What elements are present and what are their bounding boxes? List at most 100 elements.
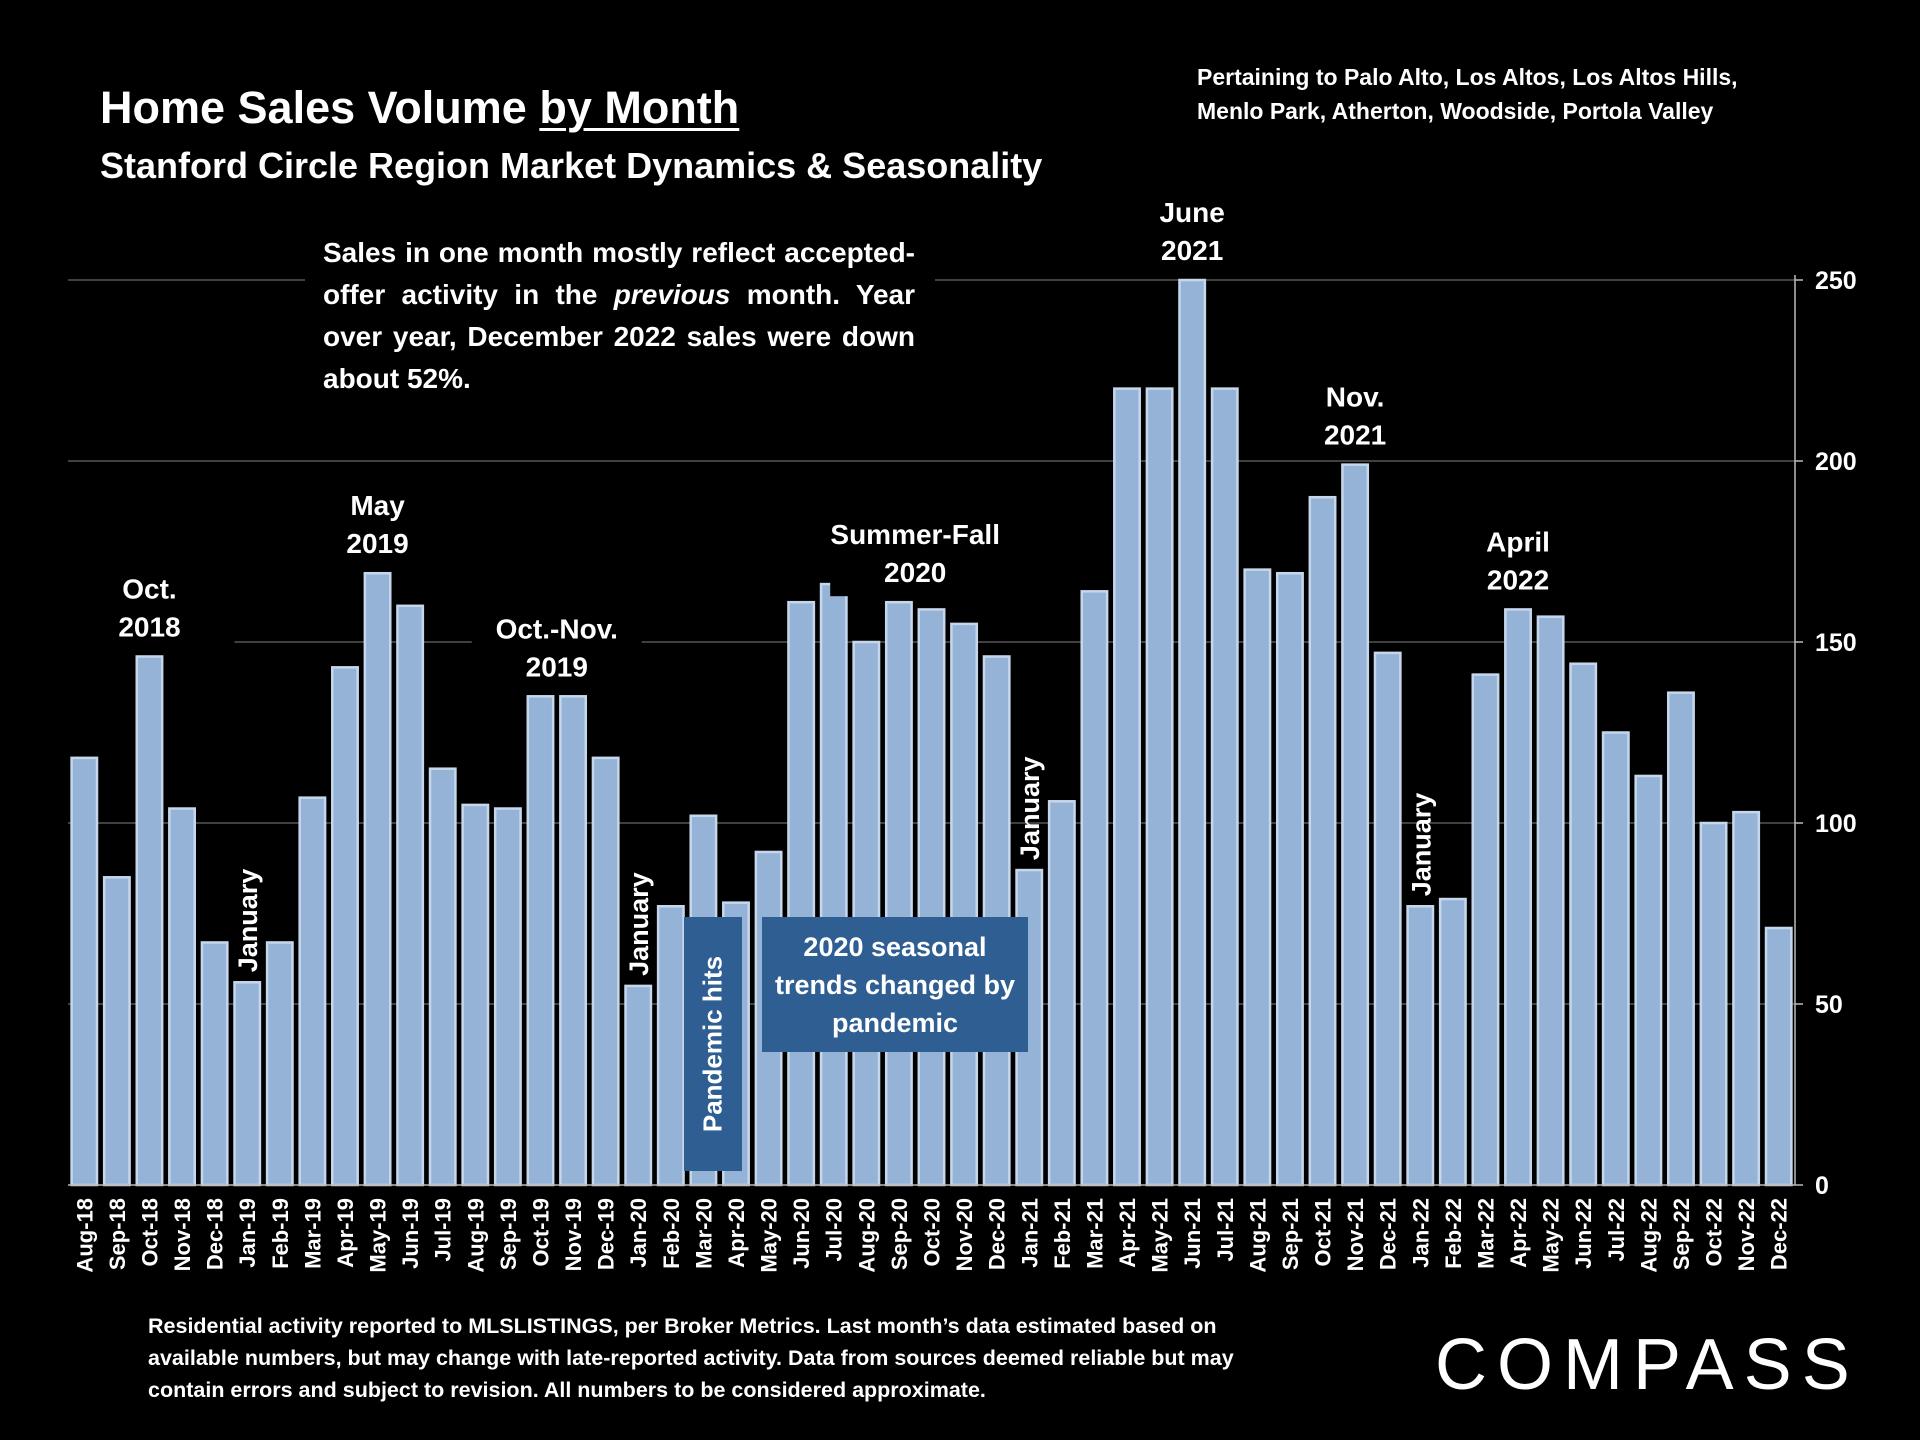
x-tick-label: Jun-22 [1571, 1198, 1596, 1269]
x-tick-label: May-20 [757, 1198, 782, 1273]
x-tick-label: Dec-22 [1767, 1198, 1792, 1270]
bar-Jul-20 [819, 582, 848, 1187]
x-tick-label: Sep-22 [1669, 1198, 1694, 1270]
bar-Oct-22 [1699, 821, 1728, 1187]
annotation-january: January [1015, 756, 1045, 860]
bar-Jun-20 [787, 600, 816, 1187]
annotation-label: 2020 [884, 557, 946, 588]
x-tick-label: Aug-21 [1245, 1198, 1270, 1273]
bar-Dec-21 [1373, 651, 1402, 1187]
annotation-backing [471, 604, 642, 691]
bar-Jan-20 [624, 984, 653, 1187]
gridlines [68, 225, 1795, 1005]
bar-Jan-19 [233, 981, 262, 1187]
x-tick-label: Mar-21 [1082, 1198, 1107, 1269]
x-tick-label: Sep-20 [887, 1198, 912, 1270]
y-tick-label: 150 [1815, 629, 1857, 657]
explanatory-note: Sales in one month mostly reflect accept… [323, 237, 915, 394]
x-tick-label: Sep-18 [105, 1198, 130, 1270]
x-tick-label: Aug-20 [854, 1198, 879, 1273]
bar-Mar-22 [1471, 673, 1500, 1187]
bar-Oct-19 [526, 695, 555, 1187]
x-tick-label: Jul-22 [1604, 1198, 1629, 1262]
bar-Sep-20 [884, 600, 913, 1187]
bar-Nov-19 [559, 695, 588, 1187]
page-subtitle: Stanford Circle Region Market Dynamics &… [100, 145, 1043, 186]
bar-Apr-22 [1504, 608, 1532, 1187]
bar-Mar-21 [1080, 590, 1109, 1187]
bar-Dec-19 [591, 756, 620, 1187]
bar-Aug-22 [1634, 774, 1663, 1187]
bar-May-19 [363, 571, 392, 1187]
x-tick-label: Nov-22 [1734, 1198, 1759, 1271]
compass-logo: COMPASS [1435, 1325, 1860, 1405]
x-tick-label: Nov-19 [561, 1198, 586, 1271]
x-tick-label: Mar-20 [691, 1198, 716, 1269]
annotation-january: January [624, 872, 654, 976]
bar-Nov-20 [950, 622, 979, 1187]
bar-Apr-21 [1113, 387, 1141, 1187]
x-tick-label: Oct-22 [1702, 1198, 1727, 1266]
y-tick-label: 250 [1815, 267, 1857, 295]
x-tick-label: Dec-20 [985, 1198, 1010, 1270]
x-tick-label: Feb-20 [659, 1198, 684, 1269]
x-tick-label: Oct-19 [528, 1198, 553, 1266]
x-tick-label: Nov-20 [952, 1198, 977, 1271]
x-tick-label: May-19 [366, 1198, 391, 1273]
bar-Sep-21 [1275, 571, 1304, 1187]
x-tick-label: Jun-19 [398, 1198, 423, 1269]
bar-Sep-22 [1666, 691, 1695, 1187]
x-tick-label: Dec-18 [203, 1198, 228, 1270]
annotation-label: April [1486, 526, 1550, 557]
seasonal-callout: 2020 seasonal trends changed by pandemic [762, 917, 1028, 1052]
x-tick-label: Aug-19 [463, 1198, 488, 1273]
annotation-backing [1107, 188, 1278, 274]
x-tick-label: May-22 [1539, 1198, 1564, 1273]
bar-Nov-18 [168, 807, 197, 1187]
x-tick-label: Nov-18 [170, 1198, 195, 1271]
x-tick-label: Jun-21 [1180, 1198, 1205, 1269]
bar-Nov-22 [1732, 810, 1761, 1187]
x-tick-label: Jun-20 [789, 1198, 814, 1269]
annotation-label: Nov. [1326, 382, 1385, 413]
x-tick-label: Aug-22 [1636, 1198, 1661, 1273]
y-tick-label: 0 [1815, 1172, 1829, 1200]
bar-Jan-22 [1406, 905, 1435, 1187]
x-tick-label: May-21 [1148, 1198, 1173, 1273]
bar-Dec-22 [1764, 926, 1793, 1187]
note-backing [305, 225, 935, 400]
bar-Jun-22 [1569, 662, 1598, 1187]
annotation-label: 2019 [526, 651, 588, 682]
y-tick-label: 100 [1815, 810, 1857, 838]
bar-Oct-21 [1308, 495, 1337, 1187]
x-tick-label: Feb-22 [1441, 1198, 1466, 1269]
bar-May-21 [1145, 387, 1174, 1187]
bar-Feb-21 [1047, 800, 1076, 1187]
x-tick-label: Mar-22 [1473, 1198, 1498, 1269]
x-tick-label: Dec-21 [1376, 1198, 1401, 1270]
annotation-label: May [350, 490, 405, 521]
bar-Sep-19 [493, 807, 522, 1187]
x-tick-label: Jan-22 [1408, 1198, 1433, 1268]
x-tick-label: Jan-21 [1017, 1198, 1042, 1268]
bar-Feb-20 [656, 905, 685, 1187]
bar-Oct-18 [135, 655, 164, 1187]
annotation-label: 2021 [1161, 235, 1223, 266]
x-tick-label: Dec-19 [594, 1198, 619, 1270]
annotation-label: 2021 [1324, 420, 1386, 451]
x-tick-label: Feb-19 [268, 1198, 293, 1269]
x-tick-label: Feb-21 [1050, 1198, 1075, 1269]
pandemic-callout: Pandemic hits [684, 917, 742, 1171]
x-tick-label: Apr-22 [1506, 1198, 1531, 1268]
bar-Dec-18 [200, 941, 229, 1187]
bar-May-22 [1536, 615, 1565, 1187]
x-tick-label: Mar-19 [300, 1198, 325, 1269]
bar-Oct-20 [917, 608, 946, 1187]
annotation-label: Summer-Fall [830, 519, 1000, 550]
annotation-label: June [1159, 197, 1224, 228]
x-tick-label: Nov-21 [1343, 1198, 1368, 1271]
x-tick-label: Jul-19 [431, 1198, 456, 1262]
x-tick-label: Sep-21 [1278, 1198, 1303, 1270]
bar-Feb-19 [265, 941, 294, 1187]
bar-Apr-19 [331, 666, 359, 1187]
